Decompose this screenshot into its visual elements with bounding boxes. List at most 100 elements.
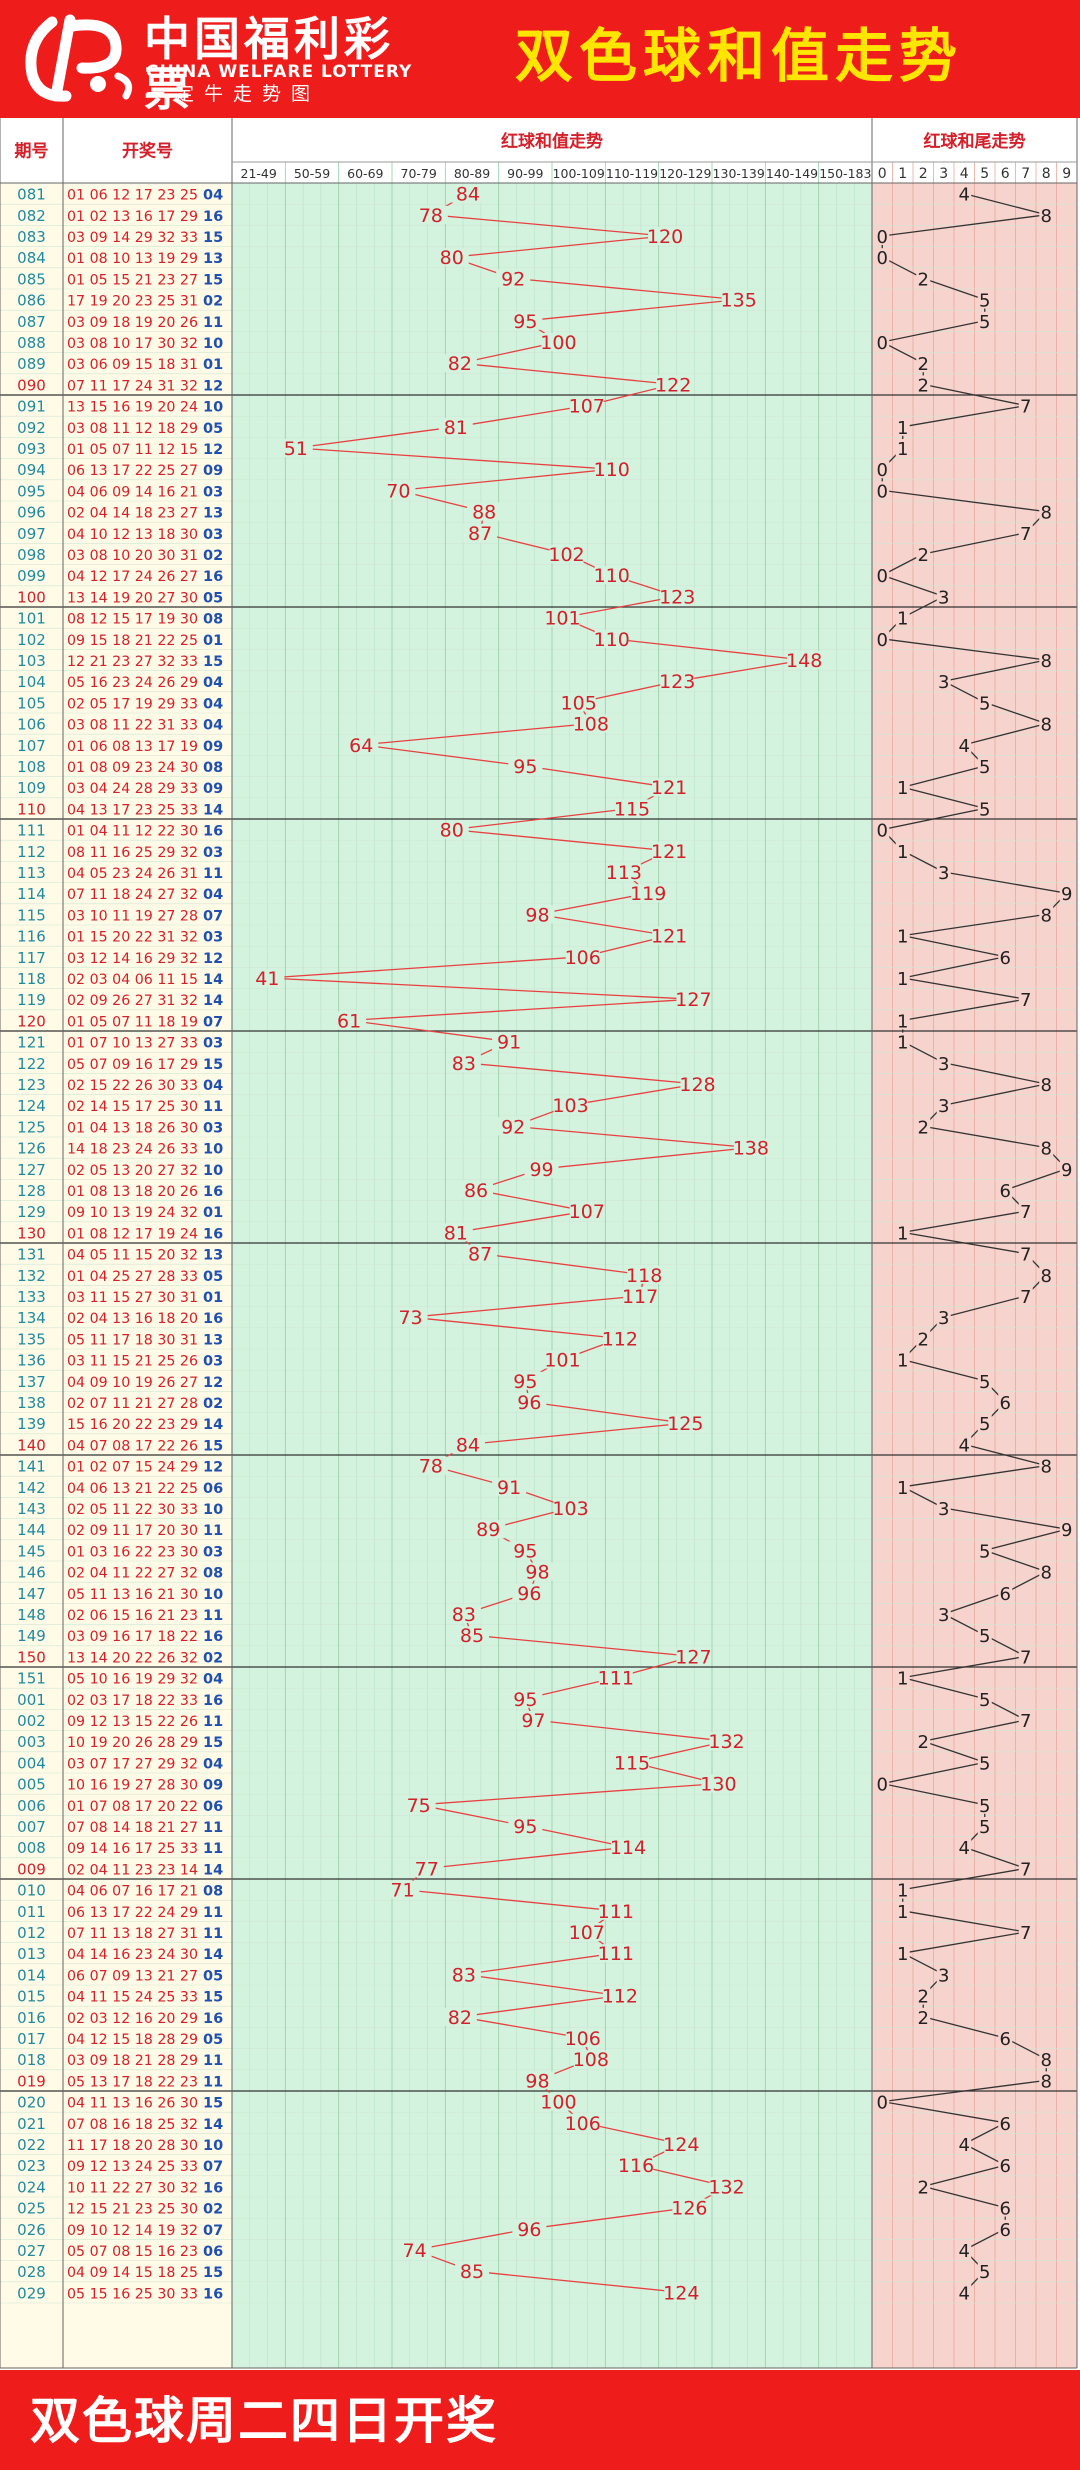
tail-value: 4 xyxy=(959,2241,970,2262)
tail-value: 5 xyxy=(979,693,990,714)
blue-ball: 11 xyxy=(203,2074,223,2090)
tail-value: 5 xyxy=(979,799,990,820)
red-balls: 05 11 17 18 30 31 xyxy=(67,1332,198,1348)
sum-bin-label: 21-49 xyxy=(241,166,277,181)
issue-number: 018 xyxy=(17,2051,46,2069)
issue-number: 131 xyxy=(17,1246,46,1264)
issue-column-header: 期号 xyxy=(15,142,49,162)
blue-ball: 05 xyxy=(203,1269,223,1285)
sum-value: 111 xyxy=(598,1943,634,1965)
blue-ball: 03 xyxy=(203,484,223,500)
issue-number: 123 xyxy=(17,1076,46,1094)
logo-subtitle: 一定牛走势图 xyxy=(146,83,321,105)
tail-trend-segment xyxy=(923,532,1026,555)
tail-trend-segment xyxy=(902,1867,1026,1891)
blue-ball: 10 xyxy=(203,1163,223,1179)
red-balls: 02 05 11 22 30 33 xyxy=(67,1502,198,1518)
sum-value: 115 xyxy=(614,1752,650,1774)
issue-number: 114 xyxy=(17,885,46,903)
issue-number: 111 xyxy=(17,822,46,840)
red-balls: 13 14 19 20 27 30 xyxy=(67,590,198,606)
tail-value: 9 xyxy=(1061,1160,1072,1181)
tail-value: 1 xyxy=(897,1902,908,1923)
sum-value: 89 xyxy=(476,1519,500,1541)
sum-value: 87 xyxy=(468,1244,492,1266)
blue-ball: 02 xyxy=(203,548,223,564)
tail-value: 9 xyxy=(1061,884,1072,905)
blue-ball: 11 xyxy=(203,1714,223,1730)
tail-trend-segment xyxy=(923,2164,1006,2188)
sum-trend-segment xyxy=(467,1422,686,1446)
sum-trend-segment xyxy=(418,1804,526,1827)
issue-number: 029 xyxy=(17,2284,46,2302)
blue-ball: 05 xyxy=(203,1968,223,1984)
red-balls: 02 06 15 16 21 23 xyxy=(67,1608,198,1624)
blue-ball: 12 xyxy=(203,378,223,394)
sum-trend-segment xyxy=(475,1189,587,1212)
blue-ball: 12 xyxy=(203,951,223,967)
sum-trend-segment xyxy=(361,744,526,767)
sum-value: 123 xyxy=(659,671,695,693)
blue-ball: 03 xyxy=(203,1036,223,1052)
red-balls: 09 15 18 21 22 25 xyxy=(67,633,198,649)
tail-trend-segment xyxy=(984,1549,1047,1573)
tail-trend-segment xyxy=(882,1761,985,1785)
sum-value: 135 xyxy=(721,290,757,312)
sum-value: 115 xyxy=(614,798,650,820)
issue-number: 134 xyxy=(17,1309,46,1327)
sum-value: 88 xyxy=(472,502,496,524)
red-balls: 04 12 17 24 26 27 xyxy=(67,569,198,585)
issue-number: 107 xyxy=(17,737,46,755)
issue-number: 093 xyxy=(17,440,46,458)
red-balls: 04 11 15 24 25 33 xyxy=(67,1990,198,2006)
tail-trend-segment xyxy=(923,1719,1026,1742)
sum-value: 132 xyxy=(708,2176,744,2198)
sum-value: 124 xyxy=(663,2282,699,2304)
sum-trend-segment xyxy=(480,1252,645,1276)
sum-value: 138 xyxy=(733,1138,769,1160)
red-balls: 03 09 18 19 20 26 xyxy=(67,315,198,331)
blue-ball: 12 xyxy=(203,442,223,458)
sum-value: 100 xyxy=(540,332,576,354)
issue-number: 020 xyxy=(17,2094,46,2112)
tail-value: 7 xyxy=(1020,1647,1031,1668)
issue-number: 015 xyxy=(17,1988,46,2006)
issue-number: 117 xyxy=(17,949,46,967)
tail-trend-segment xyxy=(902,404,1026,428)
tail-trend-segment xyxy=(984,1528,1067,1552)
sum-value: 92 xyxy=(501,268,525,290)
sum-trend-segment xyxy=(418,1782,719,1806)
sum-value: 120 xyxy=(647,226,683,248)
sum-value: 116 xyxy=(618,2155,654,2177)
issue-number: 011 xyxy=(17,1903,46,1921)
tail-trend-segment xyxy=(902,765,985,788)
red-balls: 09 10 12 14 19 32 xyxy=(67,2223,198,2239)
issue-number: 120 xyxy=(17,1012,46,1030)
sum-value: 87 xyxy=(468,523,492,545)
sum-value: 122 xyxy=(655,374,691,396)
red-balls: 01 02 13 16 17 29 xyxy=(67,209,198,225)
tail-value: 5 xyxy=(979,1796,990,1817)
sum-value: 81 xyxy=(444,417,468,439)
sum-trend-segment xyxy=(533,1719,727,1742)
sum-value: 118 xyxy=(626,1265,662,1287)
red-balls: 11 17 18 20 28 30 xyxy=(67,2138,198,2154)
tail-trend-segment xyxy=(1005,1168,1067,1191)
blue-ball: 03 xyxy=(203,1544,223,1560)
sum-value: 107 xyxy=(569,396,605,418)
red-balls: 01 03 16 22 23 30 xyxy=(67,1544,198,1560)
sum-value: 105 xyxy=(561,692,597,714)
blue-ball: 16 xyxy=(203,1693,223,1709)
issue-number: 139 xyxy=(17,1415,46,1433)
sum-value: 121 xyxy=(651,841,687,863)
blue-ball: 15 xyxy=(203,230,223,246)
tail-digit-label: 4 xyxy=(960,166,969,182)
tail-value: 7 xyxy=(1020,1202,1031,1223)
sum-trend-segment xyxy=(455,404,587,428)
issue-number: 141 xyxy=(17,1458,46,1476)
sum-trend-segment xyxy=(267,956,583,979)
tail-value: 6 xyxy=(1000,1181,1011,1202)
red-balls: 15 16 20 22 23 29 xyxy=(67,1417,198,1433)
sum-trend-segment xyxy=(349,998,694,1022)
issue-number: 010 xyxy=(17,1882,46,1900)
